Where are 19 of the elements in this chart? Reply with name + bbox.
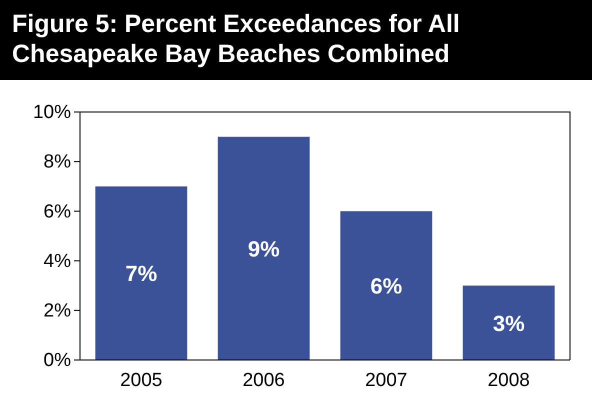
y-tick-label: 8% xyxy=(44,152,72,173)
data-label: 7% xyxy=(125,261,158,286)
data-label: 9% xyxy=(248,236,280,262)
x-tick-label: 2006 xyxy=(242,370,285,391)
data-label: 6% xyxy=(370,274,402,299)
x-tick-label: 2005 xyxy=(120,370,162,391)
bar xyxy=(462,286,555,360)
x-tick-label: 2007 xyxy=(365,370,408,391)
y-tick-label: 10% xyxy=(32,102,72,124)
bar xyxy=(340,211,432,360)
data-label: 3% xyxy=(492,310,525,336)
y-tick-label: 2% xyxy=(44,300,72,322)
y-tick-label: 6% xyxy=(44,201,72,222)
bar xyxy=(95,186,188,360)
y-tick-label: 0% xyxy=(44,350,72,372)
chart-title: Figure 5: Percent Exceedances for All Chesapeake Bay Beaches Combined xyxy=(12,10,460,68)
y-tick-label: 4% xyxy=(44,250,72,272)
bar xyxy=(218,136,310,360)
x-tick-label: 2008 xyxy=(488,370,530,391)
